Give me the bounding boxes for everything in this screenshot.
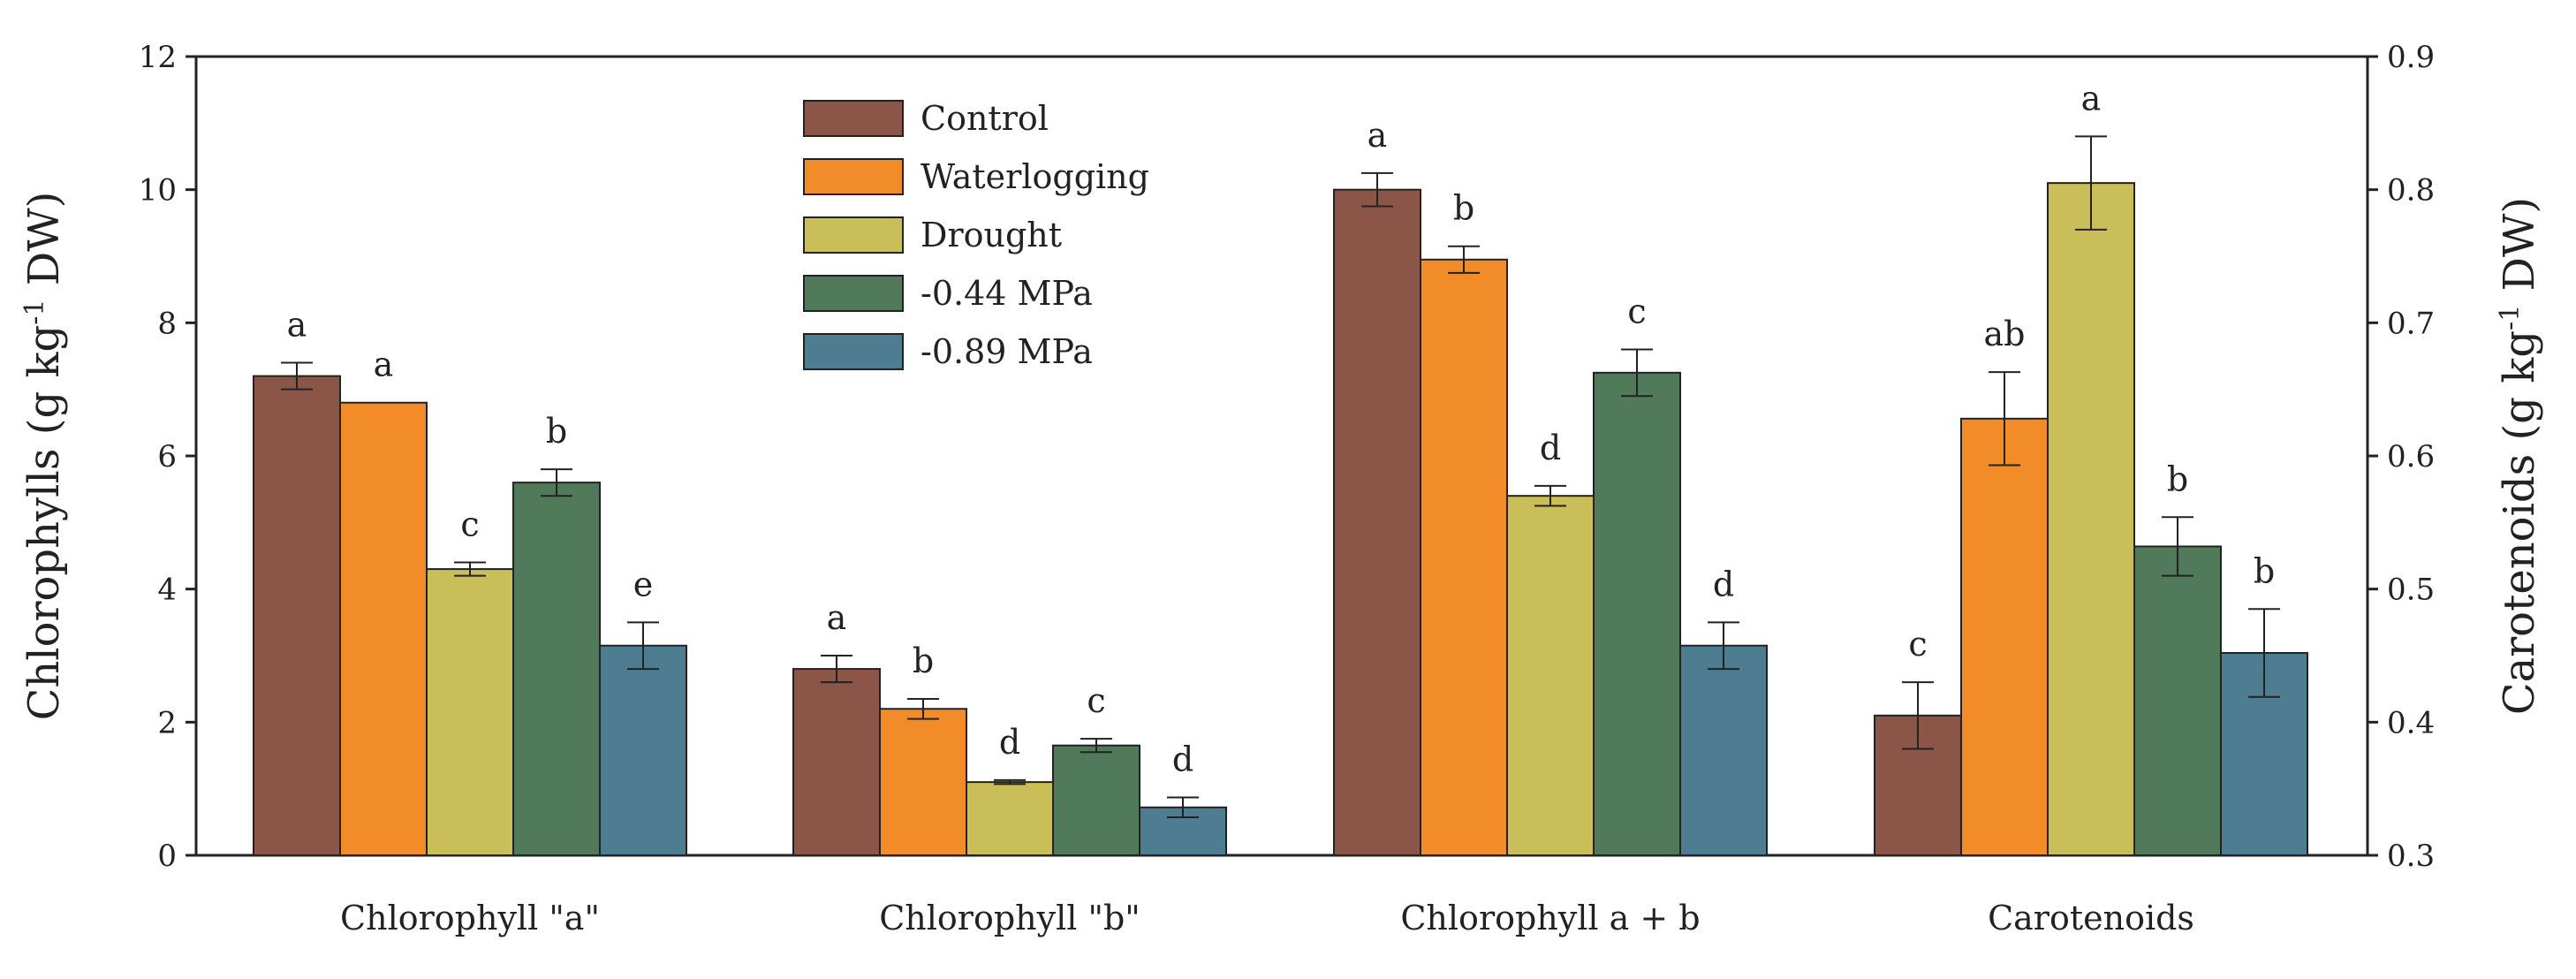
y2-tick-label: 0.5 [2387,573,2435,608]
legend-swatch [803,333,904,370]
significance-letter: d [999,723,1020,762]
y-tick-label: 4 [157,573,177,608]
category-label: Chlorophyll "a" [340,899,600,937]
legend: Control Waterlogging Drought -0.44 MPa -0.89… [803,99,1149,371]
significance-letter: ab [1984,315,2026,353]
bar [1679,644,1768,857]
legend-swatch [803,216,904,254]
significance-letter: b [2254,551,2275,590]
category-labels: Chlorophyll "a" Chlorophyll "b" Chlorophyl… [340,899,2194,937]
significance-letter: d [1713,565,1734,603]
bar [599,644,687,857]
significance-letter: e [633,565,654,603]
bar [966,781,1054,857]
y2-axis-title-pre: Carotenoids (g kg [2495,330,2544,715]
significance-letter: a [827,598,847,637]
bar [1420,258,1508,856]
legend-swatch [803,100,904,137]
significance-letter: c [1908,625,1927,664]
category-label: Chlorophyll a + b [1400,899,1700,937]
significance-letter: d [1540,429,1561,467]
y-axis-title: Chlorophylls (g kg-1 DW) [19,192,70,721]
y-tick-label: 2 [157,705,177,740]
category-label: Chlorophyll "b" [879,899,1140,937]
y2-tick-label: 0.8 [2387,173,2435,209]
bar [339,401,428,856]
y-tick-label: 12 [139,40,177,75]
y2-tick-label: 0.9 [2387,40,2435,75]
significance-letter: d [1172,740,1193,778]
bar [792,668,881,856]
y-tick-label: 6 [157,439,177,474]
significance-letter: b [2167,459,2188,498]
legend-label: -0.89 MPa [921,332,1093,371]
bar [1506,495,1595,856]
legend-label: -0.44 MPa [921,274,1093,313]
bar [1052,744,1140,857]
significance-letter: c [460,505,479,544]
significance-letter: c [1087,681,1105,720]
bar [1960,417,2049,856]
y2-tick-label: 0.4 [2387,705,2435,740]
category-label: Carotenoids [1988,899,2194,937]
legend-swatch [803,158,904,195]
y-tick-label: 8 [157,306,177,341]
y2-axis-title-post: DW) [2495,197,2544,305]
legend-swatch [803,275,904,312]
significance-letter: c [1627,292,1646,330]
y2-axis-title: Carotenoids (g kg-1 DW) [2495,197,2545,715]
bar [426,568,514,856]
bar [1593,371,1681,857]
significance-letter: a [1368,116,1388,155]
bar [253,375,341,857]
legend-label: Waterlogging [921,157,1149,196]
significance-letter: b [913,641,934,680]
y2-axis-title-sup: -1 [2495,305,2526,330]
y-tick-label: 0 [157,839,177,874]
significance-letter: b [1453,189,1474,228]
bar [879,708,967,856]
y2-tick-label: 0.6 [2387,439,2435,474]
y2-tick-label: 0.3 [2387,839,2435,874]
y2-axis-ticks: 0.3 0.4 0.5 0.6 0.7 0.8 0.9 [2368,40,2435,874]
y-axis-title-pre: Chlorophylls (g kg [19,325,69,721]
legend-label: Drought [921,216,1062,254]
bar [2133,545,2222,856]
bar [1333,188,1421,856]
significance-letter: a [2081,79,2102,118]
y-tick-label: 10 [139,173,177,209]
bar [2047,182,2135,856]
y-axis-title-sup: -1 [19,299,50,324]
significance-letter: a [287,306,307,345]
significance-letter: b [546,412,567,451]
legend-label: Control [921,99,1049,138]
y-axis-ticks: 0 2 4 6 8 10 12 [139,40,196,874]
y-axis-title-post: DW) [19,192,69,300]
y2-tick-label: 0.7 [2387,306,2435,341]
significance-letter: a [374,345,394,384]
bar [512,482,601,857]
